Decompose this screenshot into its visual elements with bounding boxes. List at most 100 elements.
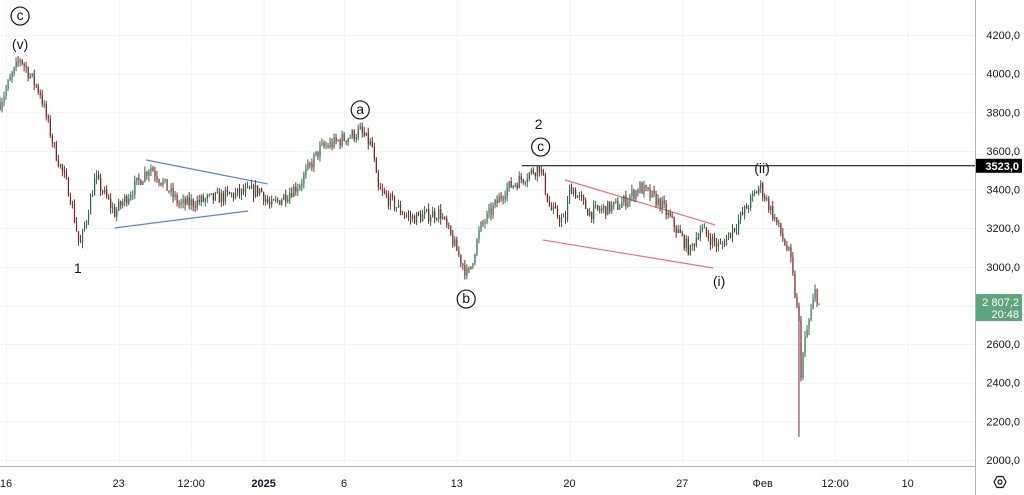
candle-body <box>685 238 687 249</box>
candle-body <box>118 201 120 211</box>
candle-body <box>110 198 112 209</box>
candle-body <box>579 195 581 197</box>
candle-body <box>544 174 547 194</box>
candle-body <box>713 236 716 242</box>
candle-body <box>689 245 691 255</box>
candle-body <box>621 202 623 208</box>
candle-body <box>188 197 190 206</box>
candle-body <box>291 192 293 197</box>
wedge-trendline[interactable] <box>542 239 714 269</box>
last-price-tag <box>976 294 1022 322</box>
candle-body <box>19 59 21 62</box>
price-axis[interactable]: 4200,0 4000,0 3800,0 3600,0 3400,0 3200,0 3000… <box>986 30 1020 467</box>
candle-body <box>520 176 522 180</box>
wedge-trendline[interactable] <box>564 179 716 226</box>
candle-body <box>790 247 792 258</box>
candle-body <box>405 215 408 217</box>
candle-body <box>212 193 214 200</box>
candle-body <box>341 134 343 146</box>
candle-body <box>764 196 766 200</box>
candle-body <box>311 163 313 168</box>
drawings[interactable] <box>114 159 975 269</box>
candle-body <box>748 207 750 209</box>
candle-body <box>39 92 41 96</box>
candle-body <box>546 193 549 202</box>
candle-body <box>410 215 412 219</box>
candle-body <box>776 217 778 223</box>
candle-body <box>349 137 351 139</box>
candle-body <box>345 140 347 143</box>
candle-body <box>428 209 430 222</box>
candle-body <box>5 88 7 97</box>
candle-body <box>202 195 204 202</box>
candle-body <box>106 189 108 197</box>
time-tick-label: 23 <box>113 478 125 490</box>
candle-body <box>29 75 31 79</box>
candle-body <box>327 145 329 148</box>
triangle-trendline[interactable] <box>146 159 268 185</box>
candle-body <box>359 126 361 130</box>
candle-body <box>768 198 770 211</box>
candle-body <box>754 192 756 194</box>
candle-body <box>550 205 553 210</box>
candle-body <box>393 196 396 209</box>
candle-body <box>744 206 746 214</box>
candle-body <box>613 201 615 205</box>
candle-body <box>571 186 573 195</box>
candle-body <box>454 239 456 246</box>
candle-body <box>234 192 237 199</box>
candle-body <box>94 178 96 196</box>
candle-body <box>247 186 249 188</box>
candle-body <box>65 172 68 179</box>
candle-body <box>464 265 466 276</box>
candle-body <box>420 214 422 222</box>
bar-countdown-text: 20:48 <box>991 309 1019 321</box>
candle-body <box>365 132 367 136</box>
candle-body <box>478 230 480 240</box>
candle-body <box>422 214 424 222</box>
candle-body <box>63 170 66 173</box>
candle-body <box>651 190 653 198</box>
candle-body <box>277 199 279 201</box>
candle-body <box>812 298 814 309</box>
candle-body <box>707 234 710 239</box>
candle-body <box>156 176 158 180</box>
candle-body <box>540 169 543 173</box>
candle-body <box>186 197 188 205</box>
price-tick-label: 2200,0 <box>986 416 1020 428</box>
triangle-trendline[interactable] <box>114 210 249 229</box>
candle-body <box>297 188 299 192</box>
candle-body <box>204 198 206 202</box>
candle-body <box>0 102 1 110</box>
candle-body <box>96 175 98 179</box>
candle-body <box>397 204 400 208</box>
wave-label-text: (v) <box>12 36 28 52</box>
candle-body <box>236 188 239 193</box>
candle-body <box>391 194 394 197</box>
candle-body <box>542 169 545 175</box>
candle-body <box>633 190 635 199</box>
wave-label: c <box>531 137 551 157</box>
candle-body <box>536 166 538 177</box>
candle-body <box>814 289 816 299</box>
candle-body <box>752 193 754 197</box>
candle-body <box>357 129 359 138</box>
candle-body <box>802 353 804 378</box>
candle-body <box>639 183 641 193</box>
settings-icon[interactable] <box>993 475 1007 489</box>
candle-body <box>440 209 442 219</box>
candle-body <box>412 215 414 219</box>
candle-body <box>136 177 138 181</box>
candle-body <box>466 268 468 276</box>
candle-body <box>301 183 303 187</box>
candle-body <box>399 204 402 213</box>
candle-body <box>719 243 722 245</box>
candle-body <box>695 237 697 247</box>
candle-body <box>516 184 518 189</box>
candle-body <box>494 199 496 206</box>
candle-body <box>661 200 663 209</box>
candle-body <box>758 187 760 194</box>
time-axis[interactable]: 16 23 12:00 2025 6 13 20 27 Фев 12:00 10 <box>0 478 914 490</box>
candle-body <box>309 163 311 165</box>
